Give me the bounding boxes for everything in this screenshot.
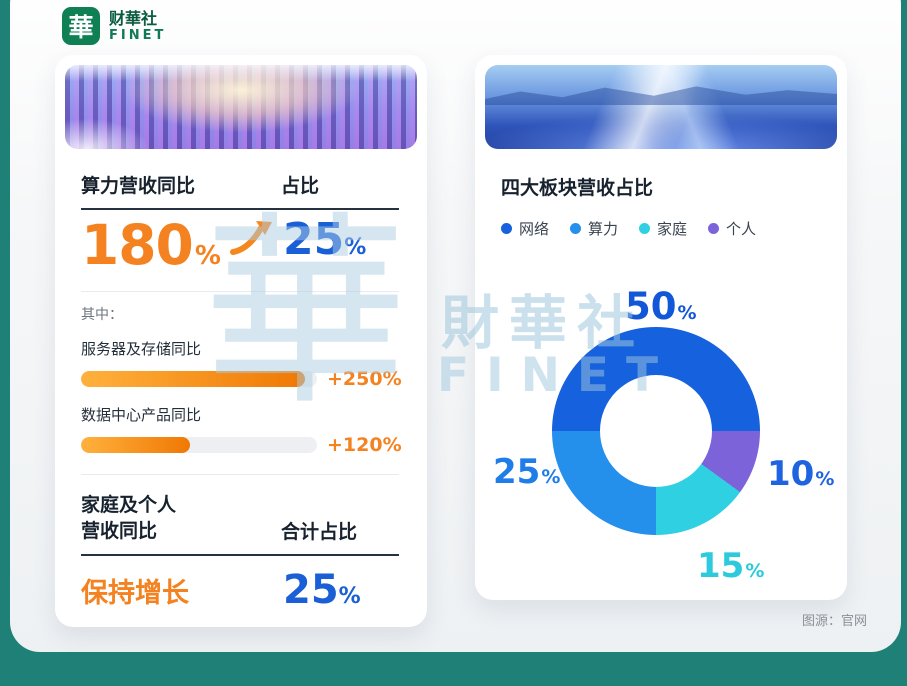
- legend-label: 家庭: [657, 220, 688, 238]
- total-share-title: 合计占比: [281, 521, 358, 544]
- keep-growing-value: 保持增长: [81, 577, 189, 609]
- donut-value: 25: [493, 452, 541, 492]
- logo-text: 财華社 FINET: [109, 9, 166, 44]
- donut-chart: [552, 327, 760, 535]
- legend-label: 网络: [519, 220, 550, 238]
- computing-growth-value-wrap: 180%: [81, 218, 283, 273]
- section2-values-row: 保持增长 25%: [81, 570, 401, 610]
- progress-track: [81, 437, 317, 453]
- total-share-value: 25%: [283, 570, 401, 610]
- donut-unit: %: [745, 560, 765, 582]
- donut-label-home: 15%: [697, 549, 764, 583]
- donut-unit: %: [815, 468, 835, 490]
- legend-item-home: 家庭: [639, 218, 687, 239]
- total-share-number: 25: [283, 567, 339, 614]
- brand-logo: 華 财華社 FINET: [62, 7, 166, 45]
- logo-name-en: FINET: [109, 27, 167, 43]
- donut-label-network: 50%: [625, 288, 697, 325]
- legend-label: 个人: [726, 220, 757, 238]
- progress-fill: [81, 371, 306, 387]
- computing-revenue-card: 算力营收同比 占比 180% 25% 其中：: [55, 55, 427, 627]
- section1-title-row: 算力营收同比 占比: [81, 171, 399, 210]
- computing-growth-number: 180: [81, 213, 194, 277]
- segments-chart-title: 四大板块营收占比: [501, 177, 654, 199]
- segments-share-card: 四大板块营收占比 网络 算力 家庭 个人 50%: [475, 55, 847, 600]
- progress-fill: [81, 437, 190, 453]
- home-personal-title: 家庭及个人 营收同比: [81, 493, 281, 544]
- legend-dot: [708, 223, 720, 234]
- legend-item-personal: 个人: [708, 218, 756, 239]
- donut-label-computing: 25%: [493, 455, 560, 489]
- home-personal-title-line1: 家庭及个人: [81, 494, 177, 516]
- legend-dot: [639, 223, 651, 234]
- share-title: 占比: [281, 175, 320, 197]
- divider: [81, 474, 399, 475]
- donut-value: 10: [767, 454, 815, 494]
- legend-dot: [501, 223, 512, 234]
- donut-unit: %: [677, 302, 697, 324]
- total-share-unit: %: [338, 584, 361, 610]
- left-card-body: 算力营收同比 占比 180% 25% 其中：: [55, 171, 427, 610]
- image-source-note: 图源：官网: [801, 614, 867, 629]
- server-storage-label: 服务器及存储同比: [81, 340, 202, 358]
- legend-label: 算力: [588, 220, 619, 238]
- up-trend-arrow-icon: [229, 221, 272, 255]
- donut-value: 15: [697, 546, 745, 586]
- datacenter-products-label: 数据中心产品同比: [81, 406, 202, 424]
- share-value: 25%: [283, 218, 401, 262]
- donut-hole: [600, 375, 712, 487]
- donut-value: 50: [625, 285, 677, 328]
- legend-item-network: 网络: [501, 218, 549, 239]
- computing-revenue-title: 算力营收同比: [81, 175, 196, 197]
- divider: [81, 291, 399, 292]
- server-storage-bar-row: +250%: [81, 368, 402, 390]
- logo-name-cn: 财華社: [109, 8, 158, 28]
- chart-legend: 网络 算力 家庭 个人: [501, 218, 821, 239]
- logo-mark-icon: 華: [62, 7, 100, 45]
- among-label: 其中：: [81, 307, 123, 323]
- home-personal-title-line2: 营收同比: [81, 519, 158, 542]
- share-unit: %: [344, 235, 367, 260]
- section2-title-row: 家庭及个人 营收同比 合计占比: [81, 493, 399, 557]
- datacenter-products-bar-row: +120%: [81, 434, 402, 456]
- computing-growth-unit: %: [194, 241, 221, 271]
- server-storage-value: +250%: [327, 368, 402, 390]
- donut-label-personal: 10%: [767, 457, 834, 491]
- datacenter-image: [65, 65, 417, 149]
- datacenter-products-value: +120%: [327, 434, 402, 456]
- share-number: 25: [283, 214, 345, 265]
- donut-unit: %: [541, 466, 561, 488]
- highway-image: [485, 65, 837, 149]
- section1-values-row: 180% 25%: [81, 218, 401, 273]
- progress-track: [81, 371, 317, 387]
- legend-item-computing: 算力: [570, 218, 618, 239]
- legend-dot: [570, 223, 582, 234]
- computing-growth-value: 180%: [81, 213, 221, 277]
